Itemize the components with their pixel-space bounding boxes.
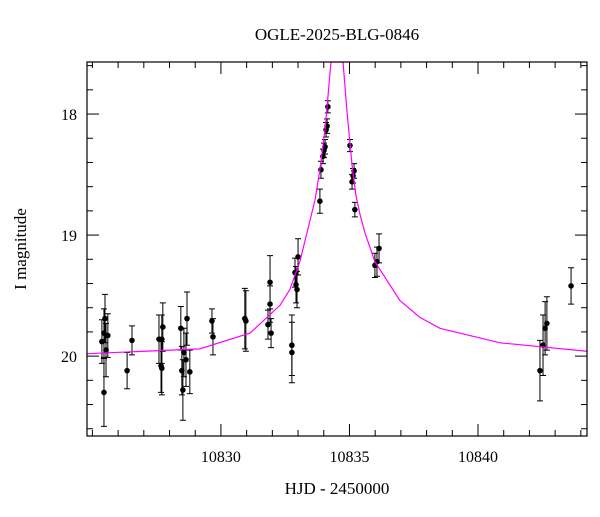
data-point	[181, 349, 187, 356]
data-point	[544, 320, 550, 327]
data-point	[265, 321, 271, 328]
data-point	[267, 279, 273, 286]
data-point	[183, 356, 189, 363]
data-point	[105, 332, 111, 339]
y-tick-label: 20	[61, 349, 77, 366]
data-point	[318, 166, 324, 173]
frame	[86, 61, 588, 437]
data-point	[352, 206, 358, 213]
data-point	[187, 369, 193, 375]
data-point	[317, 198, 323, 204]
data-point	[293, 281, 299, 288]
data-point	[129, 337, 135, 344]
plot-area	[87, 62, 587, 427]
data-point	[268, 330, 274, 336]
data-point	[568, 283, 574, 289]
y-axis-label: I magnitude	[11, 208, 30, 290]
data-point	[180, 387, 186, 393]
data-point	[243, 318, 249, 324]
data-point	[124, 367, 130, 374]
data-point	[537, 367, 543, 374]
y-tick-label: 19	[61, 228, 77, 245]
data-point	[325, 103, 331, 110]
x-axis-label: HJD - 2450000	[285, 479, 390, 498]
data-point	[101, 389, 107, 396]
data-point	[102, 315, 108, 322]
data-point	[376, 245, 382, 252]
data-point	[184, 315, 190, 322]
data-point	[159, 365, 165, 372]
data-point	[289, 349, 295, 356]
data-point	[210, 333, 216, 340]
data-point	[160, 324, 166, 330]
data-point	[178, 325, 184, 332]
x-tick-label: 10840	[458, 449, 498, 466]
data-point	[295, 254, 301, 260]
data-point	[267, 301, 273, 307]
model-curve	[87, 62, 587, 355]
data-point	[294, 286, 300, 293]
chart-title: OGLE-2025-BLG-0846	[255, 25, 419, 44]
x-tick-label: 10830	[201, 449, 241, 466]
y-tick-label: 18	[61, 107, 77, 124]
x-tick-label: 10835	[329, 449, 369, 466]
